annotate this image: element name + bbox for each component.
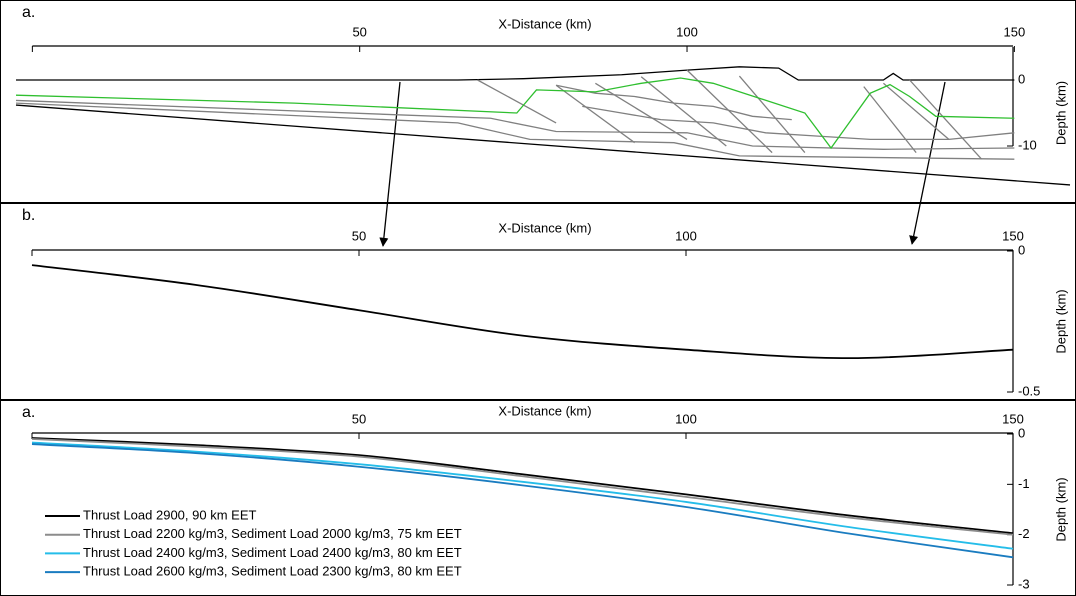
x-tick-label: 100 <box>675 411 697 426</box>
data-line <box>16 100 1014 149</box>
y-tick-label: -3 <box>1018 576 1030 591</box>
data-line <box>910 80 982 159</box>
y-axis-title: Depth (km) <box>1053 477 1068 541</box>
legend-label: Thrust Load 2900, 90 km EET <box>83 507 256 522</box>
legend-label: Thrust Load 2200 kg/m3, Sediment Load 20… <box>83 526 462 541</box>
data-line <box>739 76 804 153</box>
y-axis-title: Depth (km) <box>1053 289 1068 353</box>
y-tick-label: -0.5 <box>1018 383 1040 398</box>
data-line <box>16 105 1070 185</box>
x-axis-title: X-Distance (km) <box>498 220 591 235</box>
x-tick-label: 100 <box>676 24 698 39</box>
x-tick-label: 150 <box>1002 228 1024 243</box>
data-line <box>556 85 635 142</box>
figure: a.X-Distance (km)501001500-10Depth (km)b… <box>0 0 1076 596</box>
y-tick-label: 0 <box>1018 242 1025 257</box>
data-line <box>687 70 772 153</box>
page: a.X-Distance (km)501001500-10Depth (km)b… <box>0 0 1076 596</box>
data-line <box>641 77 726 146</box>
x-tick-label: 50 <box>352 411 366 426</box>
x-axis-title: X-Distance (km) <box>498 16 591 31</box>
y-tick-label: -1 <box>1018 476 1030 491</box>
legend-label: Thrust Load 2400 kg/m3, Sediment Load 24… <box>83 545 462 560</box>
x-tick-label: 50 <box>352 228 366 243</box>
y-tick-label: 0 <box>1018 425 1025 440</box>
y-tick-label: -10 <box>1018 137 1037 152</box>
x-tick-label: 150 <box>1002 411 1024 426</box>
panel-label: b. <box>22 207 35 224</box>
x-tick-label: 50 <box>352 24 366 39</box>
y-tick-label: 0 <box>1018 71 1025 86</box>
data-line <box>32 265 1013 358</box>
legend-label: Thrust Load 2600 kg/m3, Sediment Load 23… <box>83 564 462 579</box>
x-tick-label: 150 <box>1004 24 1026 39</box>
data-line <box>864 87 916 153</box>
arrow <box>912 82 945 244</box>
y-axis-title: Depth (km) <box>1053 81 1068 145</box>
x-axis-title: X-Distance (km) <box>498 403 591 418</box>
data-line <box>16 67 1014 80</box>
x-tick-label: 100 <box>675 228 697 243</box>
panel-label: a. <box>22 4 35 21</box>
panel-label: a. <box>22 404 35 421</box>
data-line <box>556 85 792 119</box>
data-line <box>478 80 557 123</box>
data-line <box>16 103 1014 159</box>
y-tick-label: -2 <box>1018 526 1030 541</box>
